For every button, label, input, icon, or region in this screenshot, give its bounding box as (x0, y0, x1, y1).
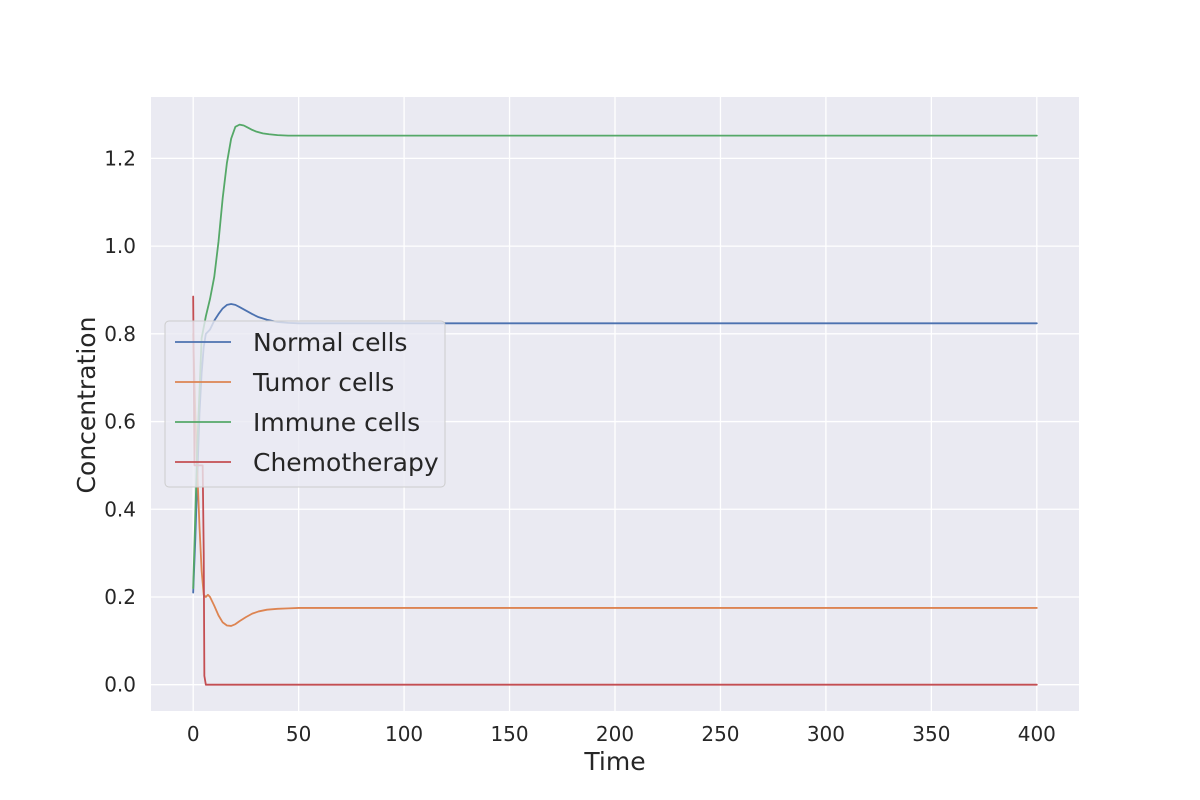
x-tick-label: 150 (490, 722, 528, 746)
y-tick-label: 0.6 (104, 410, 136, 434)
x-tick-labels: 0 50 100 150 200 250 300 350 400 (187, 722, 1056, 746)
x-tick-label: 300 (807, 722, 845, 746)
y-tick-labels: 0.0 0.2 0.4 0.6 0.8 1.0 1.2 (104, 146, 136, 696)
x-tick-label: 100 (385, 722, 423, 746)
y-tick-label: 0.8 (104, 322, 136, 346)
y-tick-label: 1.0 (104, 234, 136, 258)
y-axis-label: Concentration (72, 317, 101, 494)
y-tick-label: 1.2 (104, 146, 136, 170)
legend-label: Immune cells (253, 408, 420, 437)
legend-label: Tumor cells (252, 368, 394, 397)
y-tick-label: 0.4 (104, 497, 136, 521)
legend-label: Chemotherapy (253, 448, 439, 477)
legend-label: Normal cells (253, 328, 407, 357)
series-line-immune-cells (192, 123, 1038, 590)
y-tick-label: 0.0 (104, 673, 136, 697)
x-tick-label: 0 (187, 722, 200, 746)
x-tick-label: 200 (596, 722, 634, 746)
y-tick-label: 0.2 (104, 585, 136, 609)
x-tick-label: 400 (1018, 722, 1056, 746)
legend: Normal cells Tumor cells Immune cells Chemo… (164, 320, 446, 488)
x-tick-label: 350 (912, 722, 950, 746)
x-axis-label: Time (583, 747, 645, 776)
x-tick-label: 250 (701, 722, 739, 746)
legend-box (164, 320, 446, 488)
x-tick-label: 50 (286, 722, 311, 746)
